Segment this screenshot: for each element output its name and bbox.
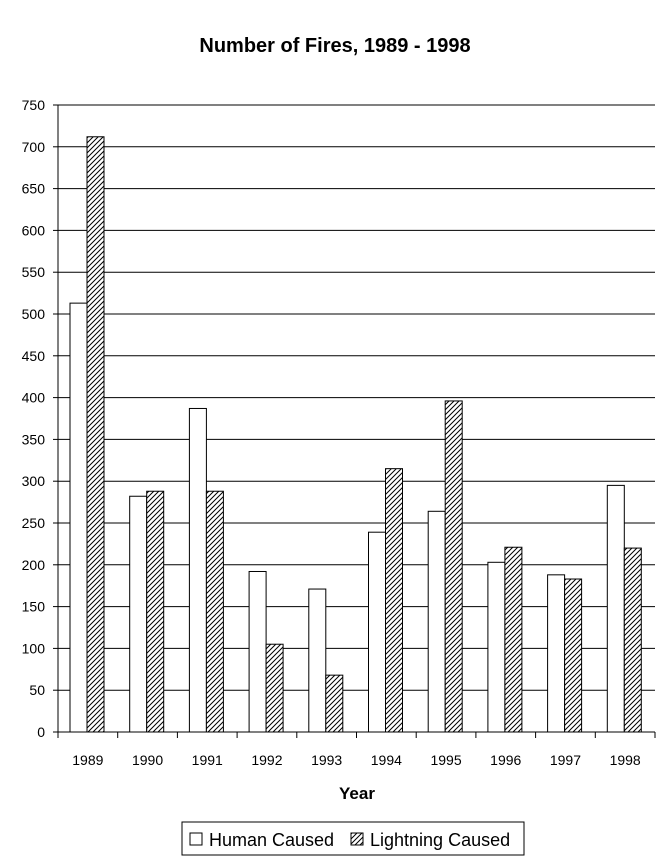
chart-title: Number of Fires, 1989 - 1998 [199,35,470,57]
bar-lightning-caused-1996 [504,546,523,733]
bar-lightning-caused-1989 [86,136,105,733]
y-tick-label: 50 [29,682,45,698]
gridlines [58,104,655,691]
y-axis-ticks: 0 50 100 150 200 250 300 350 400 450 500 550 600 650 7… [22,97,58,740]
y-tick-label: 150 [22,599,46,615]
bar-human-caused-1992 [248,570,267,733]
x-tick-label: 1995 [430,752,461,768]
y-tick-label: 350 [22,431,46,447]
bar-human-caused-1996 [487,561,506,733]
x-tick-label: 1993 [311,752,342,768]
x-tick-label: 1997 [550,752,581,768]
y-tick-label: 750 [22,97,46,113]
bar-lightning-caused-1993 [325,674,344,733]
y-tick-label: 700 [22,139,46,155]
x-tick-label: 1990 [132,752,163,768]
x-tick-label: 1989 [72,752,103,768]
x-tick-label: 1998 [610,752,641,768]
bar-lightning-caused-1992 [265,643,284,733]
y-tick-label: 250 [22,515,46,531]
bar-human-caused-1990 [129,495,148,733]
bar-lightning-caused-1998 [623,547,642,733]
x-tick-label: 1992 [251,752,282,768]
bar-lightning-caused-1995 [444,400,463,733]
y-tick-label: 200 [22,557,46,573]
x-axis-label: Year [339,784,375,803]
legend-swatch-lightning-caused [350,832,364,846]
bar-human-caused-1997 [547,574,566,733]
bar-lightning-caused-1997 [564,578,583,733]
legend-label: Lightning Caused [370,830,510,850]
legend: Human Caused Lightning Caused [181,821,525,856]
bar-lightning-caused-1990 [146,490,165,733]
bar-human-caused-1994 [368,531,386,733]
bar-human-caused-1989 [69,302,88,733]
x-axis-ticks: 1989 1990 1991 1992 1993 1994 1995 1996 1997 1998 [57,732,656,768]
bars [69,136,642,733]
bar-lightning-caused-1991 [205,490,224,733]
y-tick-label: 300 [22,473,46,489]
y-tick-label: 500 [22,306,46,322]
legend-swatch-human-caused [189,832,203,846]
bar-human-caused-1991 [188,407,207,733]
y-tick-label: 100 [22,640,46,656]
y-tick-label: 650 [22,181,46,197]
x-tick-label: 1996 [490,752,521,768]
y-tick-label: 400 [22,390,46,406]
y-tick-label: 450 [22,348,46,364]
bar-lightning-caused-1994 [385,468,403,733]
y-tick-label: 0 [37,724,45,740]
bar-human-caused-1993 [308,588,327,733]
x-tick-label: 1994 [371,752,402,768]
y-tick-label: 550 [22,264,46,280]
bar-human-caused-1995 [427,510,446,733]
x-tick-label: 1991 [192,752,223,768]
y-tick-label: 600 [22,222,46,238]
bar-human-caused-1998 [606,484,625,733]
legend-label: Human Caused [209,830,334,850]
